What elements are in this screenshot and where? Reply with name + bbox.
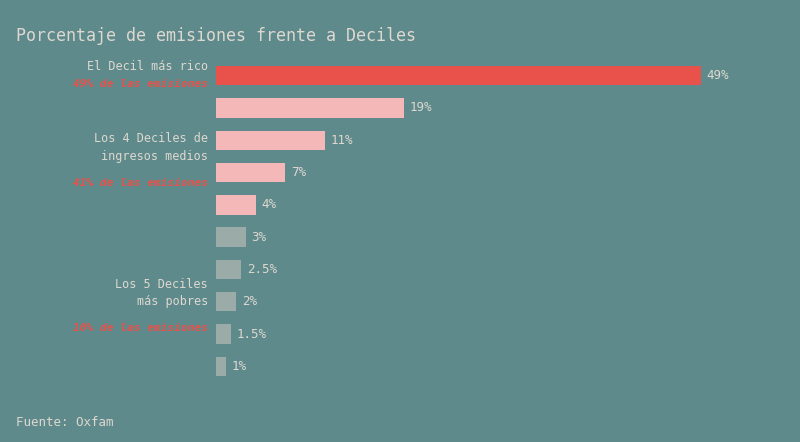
Text: 2.5%: 2.5% bbox=[246, 263, 277, 276]
Text: 7%: 7% bbox=[291, 166, 306, 179]
Text: 3%: 3% bbox=[252, 231, 266, 244]
Bar bbox=[216, 98, 404, 118]
Text: ingresos medios: ingresos medios bbox=[101, 150, 208, 163]
Bar bbox=[216, 228, 246, 247]
Text: 41% de las emisiones: 41% de las emisiones bbox=[73, 178, 208, 188]
Text: 1%: 1% bbox=[232, 360, 247, 373]
Bar bbox=[216, 66, 701, 85]
Bar bbox=[216, 130, 325, 150]
Bar bbox=[216, 357, 226, 376]
Text: Fuente: Oxfam: Fuente: Oxfam bbox=[16, 416, 114, 429]
Text: Los 5 Deciles: Los 5 Deciles bbox=[115, 278, 208, 290]
Bar bbox=[216, 260, 241, 279]
Text: 10% de las emisiones: 10% de las emisiones bbox=[73, 323, 208, 333]
Bar bbox=[216, 163, 286, 182]
Text: más pobres: más pobres bbox=[137, 295, 208, 308]
Text: Los 4 Deciles de: Los 4 Deciles de bbox=[94, 132, 208, 145]
Text: 2%: 2% bbox=[242, 295, 257, 308]
Text: 1.5%: 1.5% bbox=[237, 328, 266, 340]
Text: 4%: 4% bbox=[262, 198, 277, 211]
Text: 11%: 11% bbox=[330, 134, 354, 147]
Bar bbox=[216, 292, 236, 312]
Bar bbox=[216, 195, 255, 214]
Text: El Decil más rico: El Decil más rico bbox=[87, 60, 208, 73]
Text: 49% de las emisiones: 49% de las emisiones bbox=[73, 80, 208, 89]
Text: Porcentaje de emisiones frente a Deciles: Porcentaje de emisiones frente a Deciles bbox=[16, 27, 416, 45]
Bar bbox=[216, 324, 231, 344]
Text: 19%: 19% bbox=[410, 102, 432, 114]
Text: 49%: 49% bbox=[706, 69, 729, 82]
